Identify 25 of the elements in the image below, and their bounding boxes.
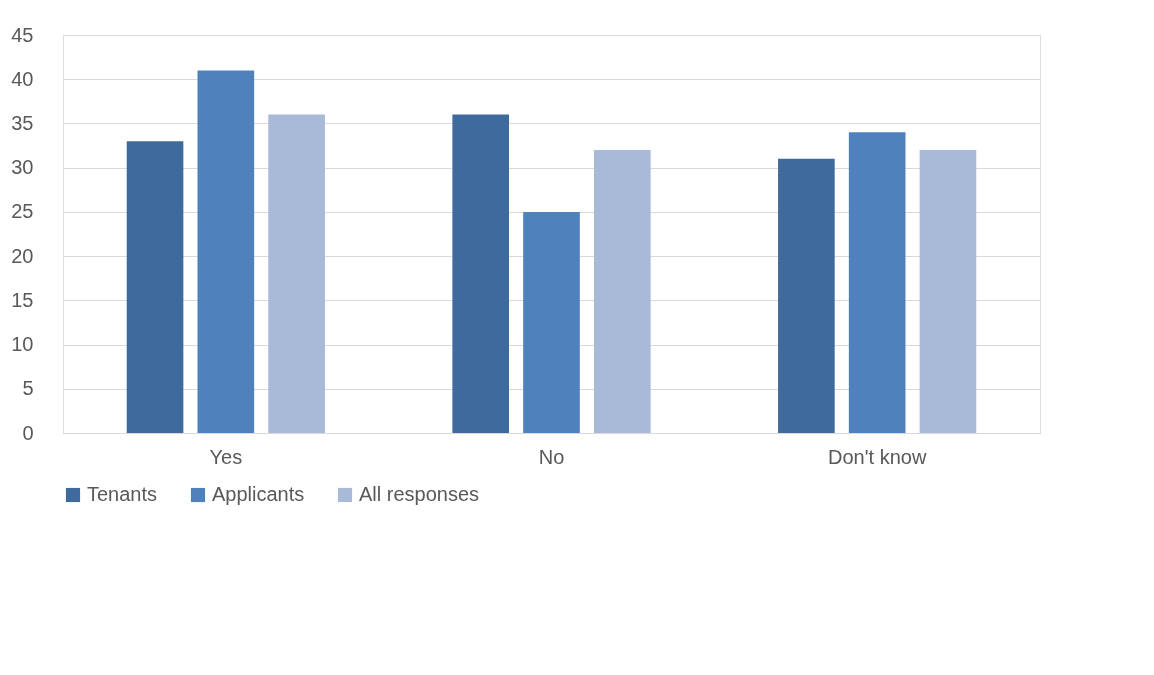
bar: [778, 158, 835, 433]
y-tick-label: 15: [11, 288, 34, 311]
y-tick-label: 5: [22, 377, 34, 400]
x-tick-label: Yes: [209, 445, 243, 468]
bar: [523, 211, 580, 433]
y-tick-label: 30: [11, 156, 34, 179]
y-tick-label: 35: [11, 111, 34, 134]
y-tick-label: 0: [22, 421, 34, 444]
bar: [919, 149, 977, 433]
legend-label: All responses: [359, 483, 480, 505]
y-tick-label: 10: [11, 333, 34, 356]
bar: [848, 132, 906, 433]
y-tick-label: 45: [11, 23, 34, 46]
y-tick-label: 40: [11, 67, 34, 90]
bar: [197, 70, 255, 433]
y-tick-label: 20: [11, 244, 34, 267]
legend-label: Tenants: [87, 483, 158, 505]
x-tick-label: Don't know: [828, 445, 927, 468]
x-tick-label: No: [538, 445, 565, 468]
bar: [268, 114, 325, 433]
legend-label: Applicants: [212, 483, 305, 505]
bar: [452, 114, 510, 433]
bar: [126, 141, 184, 433]
bar: [593, 149, 651, 433]
y-tick-label: 25: [11, 200, 34, 223]
